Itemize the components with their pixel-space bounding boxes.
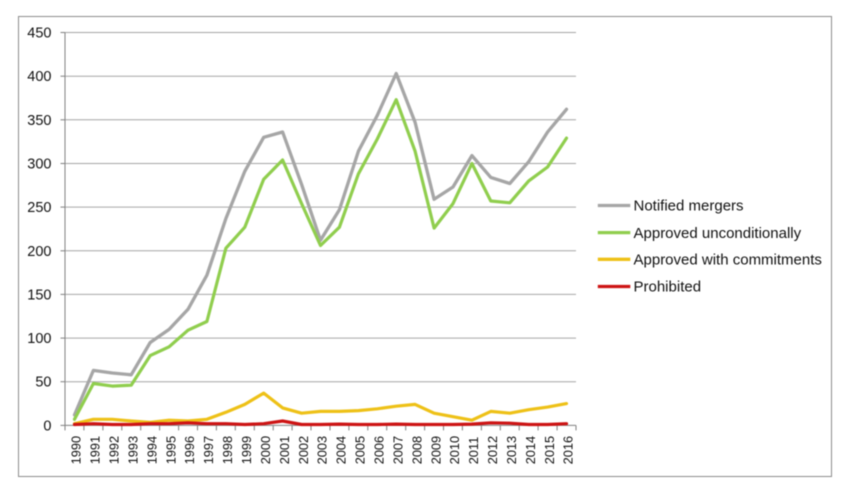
svg-text:2009: 2009: [428, 436, 443, 464]
svg-text:1995: 1995: [163, 436, 178, 464]
svg-text:1991: 1991: [88, 436, 103, 464]
svg-text:300: 300: [27, 157, 51, 173]
svg-text:2002: 2002: [296, 436, 311, 464]
svg-text:2013: 2013: [504, 436, 519, 464]
svg-text:2006: 2006: [372, 436, 387, 464]
svg-text:400: 400: [27, 69, 51, 85]
svg-text:150: 150: [27, 287, 51, 303]
svg-text:1994: 1994: [144, 436, 159, 464]
svg-text:2004: 2004: [334, 436, 349, 464]
svg-text:1992: 1992: [107, 436, 122, 464]
svg-text:350: 350: [27, 113, 51, 129]
svg-text:2015: 2015: [542, 436, 557, 464]
svg-text:2007: 2007: [390, 436, 405, 464]
svg-text:1996: 1996: [182, 436, 197, 464]
svg-text:2001: 2001: [277, 436, 292, 464]
svg-text:Approved with commitments: Approved with commitments: [634, 252, 822, 269]
svg-text:200: 200: [27, 244, 51, 260]
svg-text:2005: 2005: [353, 436, 368, 464]
svg-text:0: 0: [43, 418, 51, 434]
svg-text:1998: 1998: [220, 436, 235, 464]
svg-text:2016: 2016: [561, 436, 576, 464]
svg-text:1990: 1990: [69, 436, 84, 464]
svg-text:2003: 2003: [315, 436, 330, 464]
svg-text:1999: 1999: [239, 436, 254, 464]
svg-text:2011: 2011: [466, 437, 481, 465]
svg-text:Prohibited: Prohibited: [634, 279, 702, 296]
svg-text:1997: 1997: [201, 436, 216, 464]
svg-text:450: 450: [27, 26, 51, 42]
svg-text:2000: 2000: [258, 436, 273, 464]
svg-text:1993: 1993: [125, 436, 140, 464]
svg-text:2014: 2014: [523, 436, 538, 464]
svg-text:2010: 2010: [447, 436, 462, 464]
svg-text:250: 250: [27, 200, 51, 216]
svg-text:2008: 2008: [409, 436, 424, 464]
svg-text:Approved unconditionally: Approved unconditionally: [634, 225, 802, 242]
svg-text:100: 100: [27, 331, 51, 347]
svg-text:Notified mergers: Notified mergers: [634, 198, 744, 215]
svg-text:2012: 2012: [485, 436, 500, 464]
svg-text:50: 50: [35, 375, 51, 391]
